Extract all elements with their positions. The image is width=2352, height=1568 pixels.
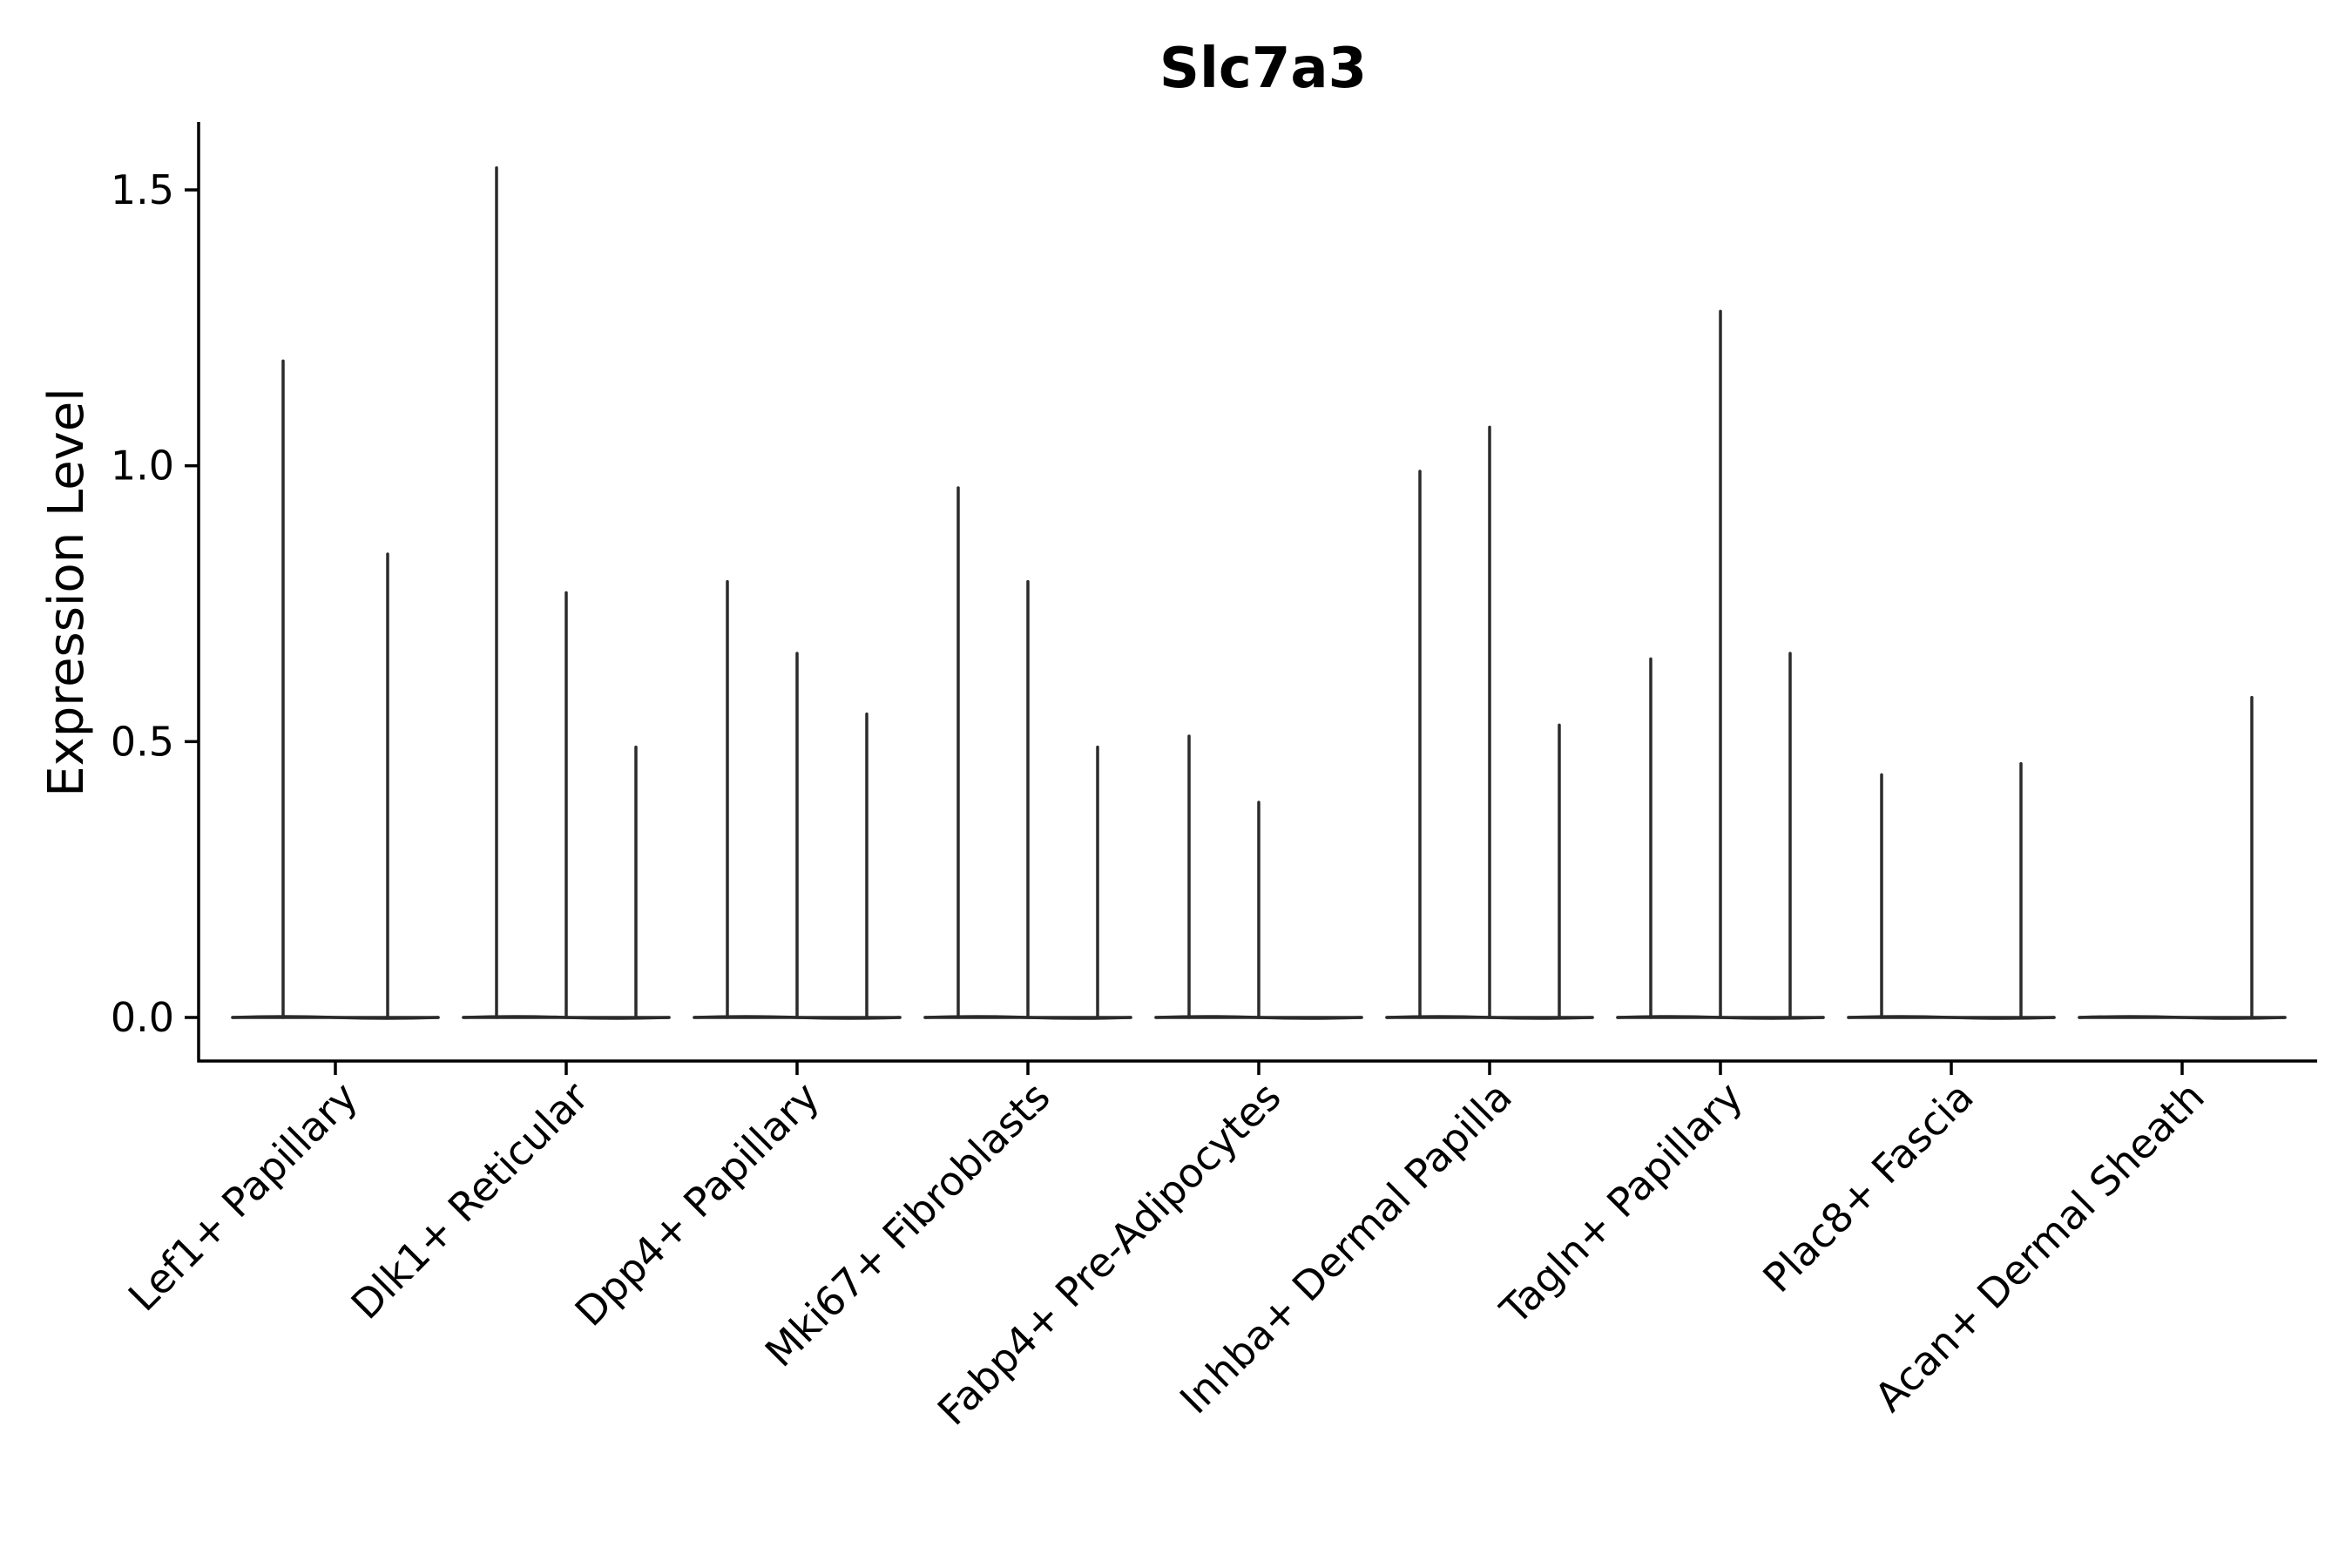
x-tick-label: Tagln+ Papillary <box>1490 1073 1752 1335</box>
violin-7 <box>1616 309 1825 1020</box>
violin-1 <box>231 359 440 1020</box>
plot-area <box>231 166 2287 1020</box>
y-tick-label: 1.5 <box>111 166 174 213</box>
violin-6 <box>1385 425 1594 1020</box>
axis-lines <box>197 122 2317 1063</box>
y-tick-label: 0.0 <box>111 994 174 1041</box>
violin-4 <box>923 486 1132 1020</box>
violin-3 <box>693 579 902 1020</box>
x-tick-label: Dlk1+ Reticular <box>342 1073 598 1328</box>
x-tick-label: Plac8+ Fascia <box>1754 1073 1982 1301</box>
y-tick-label: 1.0 <box>111 443 174 490</box>
y-tick-label: 0.5 <box>111 718 174 765</box>
x-tick-label: Lef1+ Papillary <box>119 1073 367 1321</box>
x-tick-label: Dpp4+ Papillary <box>566 1073 828 1335</box>
violin-8 <box>1847 761 2056 1020</box>
y-axis-label: Expression Level <box>38 388 95 797</box>
violin-9 <box>2078 695 2287 1020</box>
chart-title: Slc7a3 <box>1159 37 1367 101</box>
violin-5 <box>1154 734 1363 1020</box>
violin-2 <box>462 166 671 1020</box>
